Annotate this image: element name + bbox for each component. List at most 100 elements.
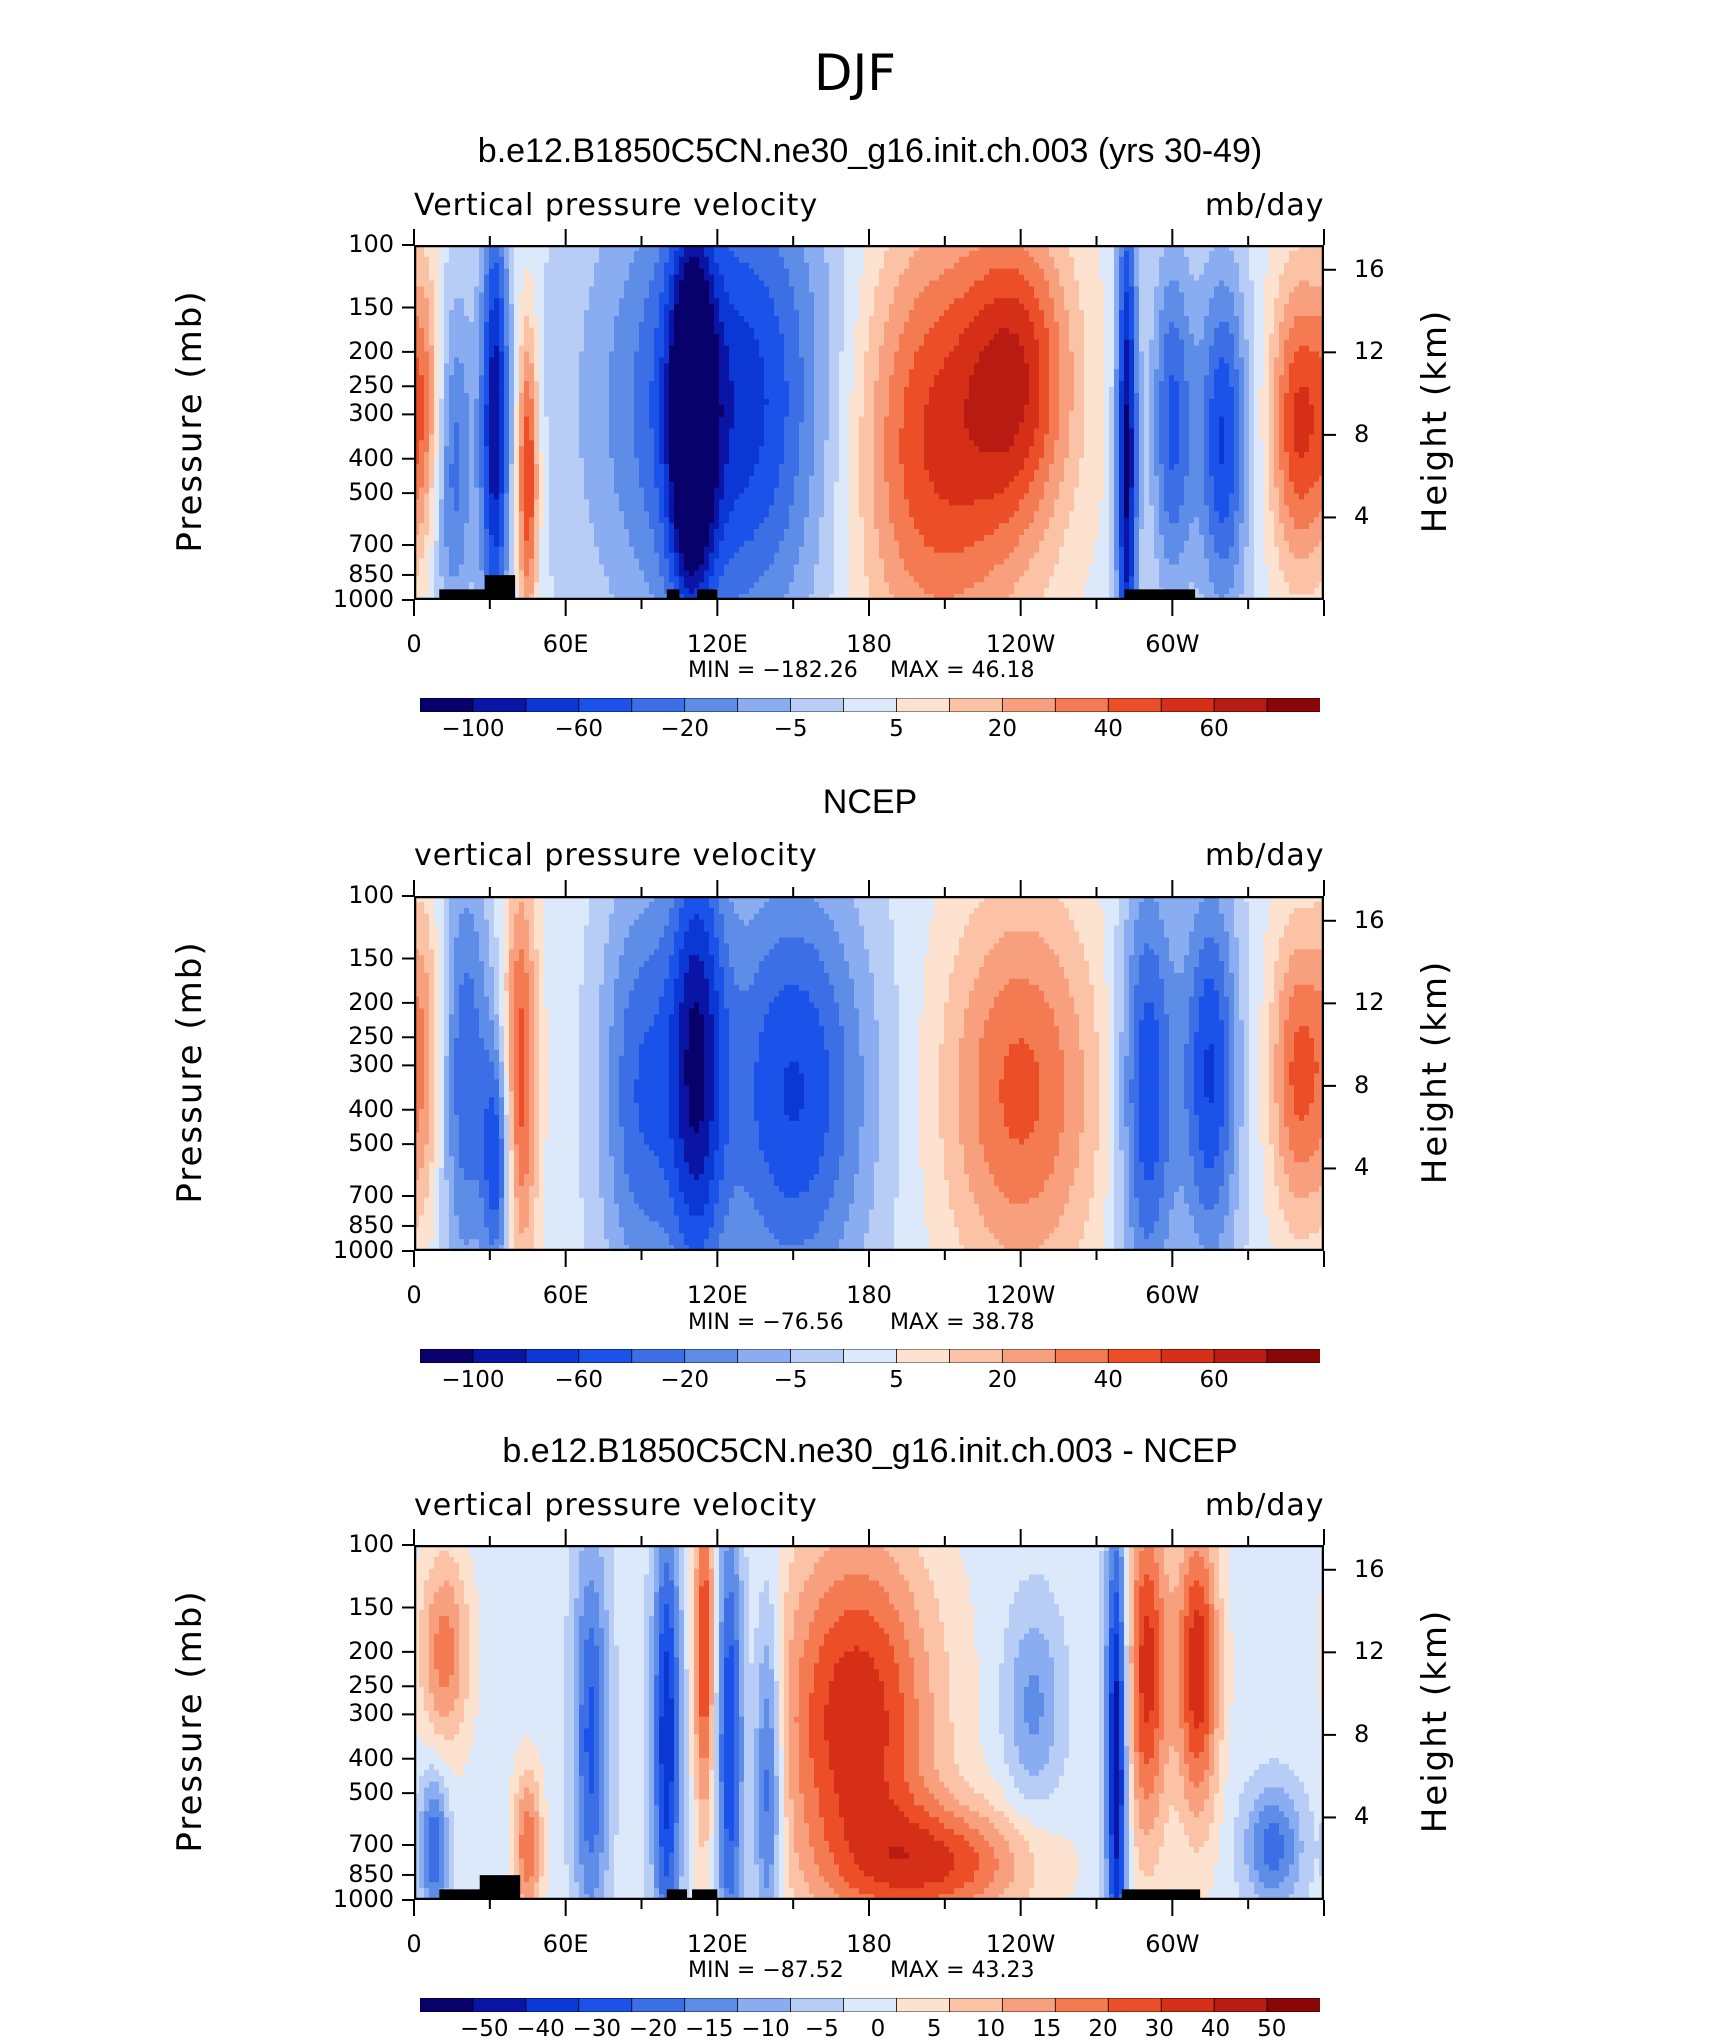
heatmap-cell (524, 540, 530, 548)
heatmap-cell (414, 523, 420, 530)
heatmap-cell (514, 517, 520, 524)
heatmap-cell (474, 546, 480, 554)
heatmap-cell (464, 422, 470, 430)
heatmap-cell (514, 463, 520, 471)
heatmap-cell (539, 452, 545, 459)
heatmap-cell (514, 274, 520, 282)
heatmap-cell (434, 398, 440, 406)
heatmap-cell (479, 310, 485, 317)
heatmap-cell (469, 434, 475, 441)
heatmap-cell (449, 428, 455, 435)
heatmap-cell (494, 416, 500, 424)
heatmap-cell (494, 558, 500, 566)
heatmap-cell (564, 511, 570, 518)
heatmap-cell (429, 517, 435, 524)
heatmap-cell (494, 440, 500, 447)
heatmap-cell (469, 523, 475, 530)
heatmap-cell (509, 363, 515, 370)
heatmap-cell (534, 357, 540, 364)
heatmap-cell (439, 534, 445, 542)
heatmap-cell (419, 534, 425, 542)
heatmap-cell (474, 428, 480, 435)
heatmap-cell (479, 523, 485, 530)
heatmap-cell (464, 268, 470, 276)
heatmap-cell (574, 499, 580, 506)
heatmap-cell (569, 304, 575, 311)
heatmap-cell (494, 357, 500, 364)
heatmap-cell (554, 333, 560, 341)
heatmap-cell (584, 387, 590, 394)
heatmap-cell (474, 245, 480, 252)
heatmap-cell (444, 452, 450, 459)
heatmap-cell (524, 363, 530, 370)
heatmap-cell (419, 576, 425, 583)
heatmap-cell (494, 493, 500, 501)
heatmap-cell (459, 321, 465, 329)
heatmap-cell (579, 458, 585, 465)
heatmap-cell (529, 345, 535, 353)
heatmap-cell (544, 304, 550, 311)
heatmap-cell (539, 387, 545, 394)
heatmap-cell (459, 387, 465, 394)
heatmap-cell (434, 546, 440, 554)
heatmap-cell (549, 316, 555, 323)
heatmap-cell (529, 398, 535, 406)
heatmap-cell (454, 434, 460, 441)
heatmap-cell (434, 351, 440, 359)
heatmap-cell (494, 310, 500, 317)
heatmap-cell (424, 363, 430, 370)
heatmap-cell (429, 345, 435, 353)
heatmap-cell (504, 369, 510, 376)
heatmap-cell (514, 481, 520, 489)
heatmap-cell (509, 452, 515, 459)
heatmap-cell (579, 440, 585, 447)
heatmap-cell (489, 381, 495, 388)
heatmap-cell (544, 458, 550, 465)
heatmap-cell (504, 523, 510, 530)
heatmap-cell (484, 274, 490, 282)
heatmap-cell (564, 256, 570, 264)
heatmap-cell (454, 463, 460, 471)
heatmap-cell (574, 582, 580, 589)
heatmap-cell (414, 540, 420, 548)
heatmap-cell (424, 316, 430, 323)
heatmap-cell (469, 298, 475, 305)
heatmap-cell (414, 481, 420, 489)
heatmap-cell (544, 523, 550, 530)
heatmap-cell (414, 564, 420, 572)
heatmap-cell (439, 333, 445, 341)
heatmap-cell (454, 481, 460, 489)
heatmap-cell (459, 345, 465, 353)
heatmap-cell (509, 564, 515, 572)
heatmap-cell (464, 576, 470, 583)
heatmap-cell (429, 392, 435, 400)
heatmap-cell (479, 274, 485, 282)
heatmap-cell (439, 570, 445, 577)
heatmap-cell (504, 552, 510, 560)
heatmap-cell (584, 570, 590, 577)
heatmap-cell (569, 576, 575, 583)
heatmap-cell (469, 576, 475, 583)
heatmap-cell (554, 351, 560, 359)
heatmap-cell (474, 298, 480, 305)
heatmap-cell (469, 446, 475, 453)
heatmap-cell (514, 594, 520, 600)
heatmap-cell (584, 298, 590, 305)
heatmap-cell (504, 446, 510, 453)
heatmap-cell (524, 529, 530, 536)
heatmap-cell (534, 428, 540, 435)
heatmap-cell (434, 517, 440, 524)
heatmap-cell (559, 446, 565, 453)
heatmap-cell (569, 392, 575, 400)
heatmap-cell (519, 310, 525, 317)
heatmap-cell (564, 422, 570, 430)
heatmap-cell (534, 570, 540, 577)
heatmap-cell (454, 262, 460, 270)
heatmap-cell (524, 392, 530, 400)
heatmap-cell (519, 564, 525, 572)
heatmap-cell (584, 369, 590, 376)
heatmap-cell (484, 452, 490, 459)
heatmap-cell (459, 375, 465, 382)
heatmap-cell (584, 493, 590, 501)
heatmap-cell (529, 452, 535, 459)
